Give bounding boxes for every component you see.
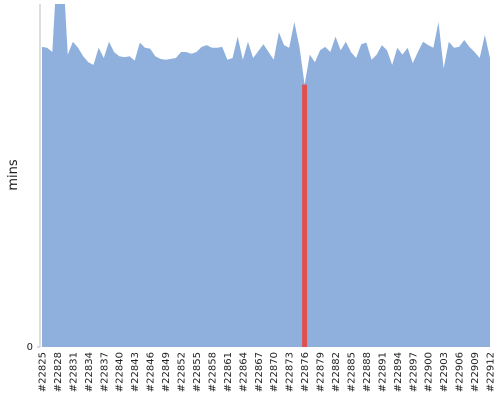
y-axis-label: mins (6, 159, 21, 191)
x-tick-label: #22840 (115, 352, 126, 392)
x-tick-label: #22849 (161, 352, 172, 392)
x-tick-label: #22900 (424, 352, 435, 392)
x-tick-label: #22909 (470, 352, 481, 392)
x-tick-label: #22876 (300, 352, 311, 392)
x-tick-label: #22846 (146, 352, 157, 392)
plot-area (42, 4, 490, 347)
x-tick-label: #22882 (331, 352, 342, 392)
x-tick-label: #22870 (269, 352, 280, 392)
x-tick-label: #22834 (84, 352, 95, 392)
x-tick-label: #22828 (53, 352, 64, 392)
x-tick-label: #22894 (393, 352, 404, 392)
x-tick-label: #22891 (377, 352, 388, 392)
x-tick-label: #22879 (316, 352, 327, 392)
x-tick-label: #22858 (207, 352, 218, 392)
x-tick-label: #22885 (346, 352, 357, 392)
area (42, 4, 490, 347)
x-tick-label: #22831 (68, 352, 79, 392)
x-tick-label: #22843 (130, 352, 141, 392)
x-tick-label: #22897 (408, 352, 419, 392)
x-tick-label: #22861 (223, 352, 234, 392)
x-tick-label: #22867 (254, 352, 265, 392)
x-tick-label: #22864 (238, 352, 249, 392)
x-tick-label: #22888 (362, 352, 373, 392)
x-tick-label: #22906 (455, 352, 466, 392)
highlight-bar (302, 84, 308, 347)
x-tick-label: #22873 (285, 352, 296, 392)
y-tick-label: 0 (27, 342, 33, 353)
x-tick-label: #22825 (38, 352, 49, 392)
x-tick-label: #22837 (99, 352, 110, 392)
x-tick-label: #22912 (486, 352, 497, 392)
x-tick-label: #22855 (192, 352, 203, 392)
x-tick-label: #22903 (439, 352, 450, 392)
x-tick-label: #22852 (177, 352, 188, 392)
